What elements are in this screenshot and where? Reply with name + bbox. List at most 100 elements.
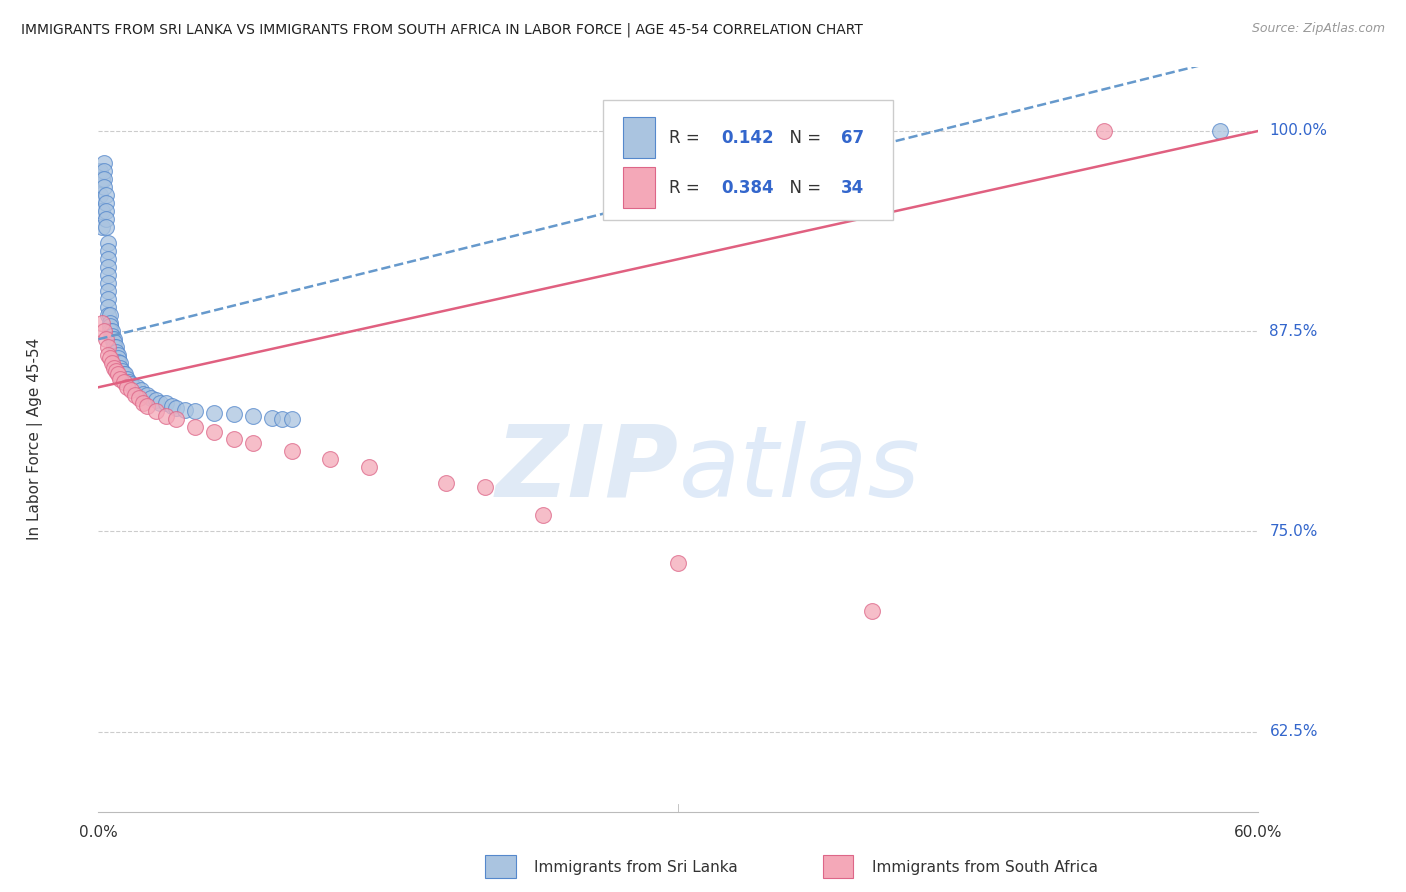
Point	[98, 308, 121, 322]
Point	[96, 196, 118, 211]
Point	[135, 388, 157, 402]
Point	[271, 412, 294, 426]
Point	[97, 276, 120, 290]
Point	[96, 212, 118, 227]
Point	[204, 406, 226, 420]
Point	[122, 380, 145, 394]
Text: ZIP: ZIP	[495, 421, 678, 517]
Point	[89, 188, 111, 202]
FancyBboxPatch shape	[623, 117, 655, 158]
Point	[93, 164, 115, 178]
Point	[96, 332, 118, 346]
Point	[118, 376, 141, 390]
Text: 100.0%: 100.0%	[1270, 123, 1327, 138]
Point	[101, 332, 124, 346]
Point	[184, 420, 207, 434]
Point	[98, 324, 121, 338]
Point	[531, 508, 554, 523]
Point	[98, 351, 121, 366]
Text: Immigrants from South Africa: Immigrants from South Africa	[872, 860, 1098, 874]
Point	[97, 236, 120, 251]
Text: 0.142: 0.142	[721, 128, 773, 146]
Point	[97, 244, 120, 259]
Point	[242, 409, 264, 423]
Text: 87.5%: 87.5%	[1270, 324, 1317, 339]
Point	[184, 404, 207, 418]
Point	[149, 396, 172, 410]
Point	[120, 377, 142, 392]
Point	[97, 300, 120, 314]
Text: IMMIGRANTS FROM SRI LANKA VS IMMIGRANTS FROM SOUTH AFRICA IN LABOR FORCE | AGE 4: IMMIGRANTS FROM SRI LANKA VS IMMIGRANTS …	[21, 22, 863, 37]
Point	[174, 402, 197, 417]
Text: atlas: atlas	[678, 421, 920, 517]
Point	[436, 476, 458, 491]
Point	[129, 384, 152, 398]
Point	[97, 268, 120, 282]
Point	[319, 452, 342, 467]
Point	[101, 356, 124, 370]
Point	[1209, 124, 1232, 138]
Point	[474, 479, 496, 493]
Point	[111, 364, 132, 378]
Point	[97, 260, 120, 274]
Point	[204, 425, 226, 439]
Text: 75.0%: 75.0%	[1270, 524, 1317, 539]
FancyBboxPatch shape	[603, 101, 893, 219]
Point	[93, 172, 115, 186]
Point	[155, 396, 177, 410]
Point	[114, 368, 136, 382]
Point	[101, 329, 124, 343]
Text: In Labor Force | Age 45-54: In Labor Force | Age 45-54	[27, 338, 42, 541]
Text: 60.0%: 60.0%	[1234, 824, 1282, 839]
Point	[222, 408, 245, 422]
Point	[112, 368, 135, 382]
Point	[104, 364, 127, 378]
Point	[97, 292, 120, 306]
Point	[97, 340, 120, 354]
Point	[112, 376, 135, 390]
Point	[128, 392, 150, 406]
Point	[97, 284, 120, 298]
Point	[96, 220, 118, 235]
Point	[101, 324, 124, 338]
Point	[108, 372, 131, 386]
Point	[666, 557, 689, 571]
Point	[108, 356, 131, 370]
Text: R =: R =	[669, 128, 706, 146]
Point	[281, 412, 304, 426]
Point	[108, 361, 131, 376]
Text: R =: R =	[669, 179, 706, 197]
Point	[103, 335, 125, 350]
Point	[222, 432, 245, 446]
Point	[160, 400, 183, 414]
Point	[132, 396, 155, 410]
Text: 0.384: 0.384	[721, 179, 773, 197]
Point	[145, 393, 167, 408]
Point	[107, 351, 129, 366]
Point	[91, 204, 114, 219]
Point	[104, 340, 127, 354]
Point	[860, 605, 883, 619]
Point	[98, 319, 121, 334]
Point	[107, 354, 129, 368]
Text: N =: N =	[779, 128, 827, 146]
Point	[117, 380, 139, 394]
FancyBboxPatch shape	[623, 168, 655, 209]
Point	[103, 340, 125, 354]
Point	[93, 156, 115, 170]
Point	[1092, 124, 1115, 138]
Point	[91, 172, 114, 186]
Point	[359, 460, 381, 475]
Point	[91, 220, 114, 235]
Point	[132, 386, 155, 401]
Point	[97, 348, 120, 362]
Point	[107, 348, 129, 362]
Text: 67: 67	[841, 128, 863, 146]
Point	[89, 164, 111, 178]
Text: N =: N =	[779, 179, 827, 197]
Point	[124, 388, 146, 402]
Point	[91, 316, 114, 330]
Point	[145, 404, 167, 418]
Text: Source: ZipAtlas.com: Source: ZipAtlas.com	[1251, 22, 1385, 36]
Point	[262, 410, 284, 425]
